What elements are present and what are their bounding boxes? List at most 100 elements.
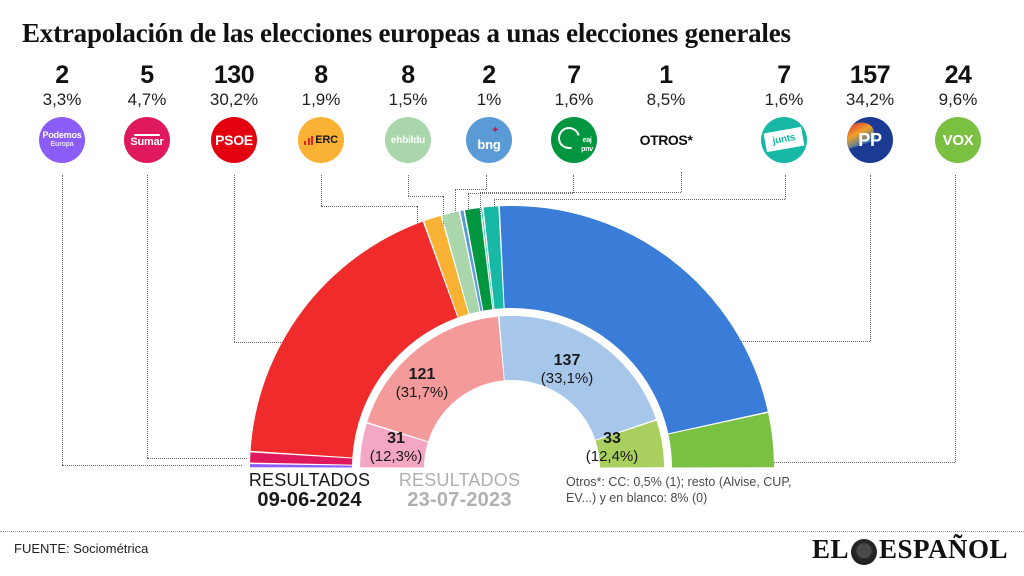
sumar-logo-bar <box>134 133 160 136</box>
party-column-psoe: 130 30,2% PSOE <box>188 62 280 163</box>
donut-segment <box>668 412 774 468</box>
party-seats: 24 <box>944 61 972 89</box>
leader-line-bildu-v2 <box>443 196 444 226</box>
inner-label-percent: (12,4%) <box>585 448 639 465</box>
inner-label-seats: 33 <box>603 430 621 447</box>
inner-label-left-2023: 31 (12,3%) <box>356 430 436 466</box>
page-title: Extrapolación de las elecciones europeas… <box>22 18 791 48</box>
leader-line-otros-v2 <box>480 192 481 222</box>
inner-label-percent: (31,7%) <box>395 384 449 401</box>
party-percent: 1,6% <box>764 90 804 109</box>
source-label: FUENTE: Sociométrica <box>14 541 149 556</box>
leader-line-eajpnv-h <box>468 193 573 194</box>
erc-logo-icon[interactable]: ERC <box>298 117 344 163</box>
inner-label-seats: 121 <box>408 366 436 383</box>
sumar-logo-label: Sumar <box>130 135 164 148</box>
bng-logo-icon[interactable]: ✦ bng <box>466 117 512 163</box>
party-percent: 1,6% <box>554 90 594 109</box>
party-percent: 8,5% <box>646 90 686 109</box>
bng-logo-label: bng <box>477 136 501 152</box>
footer-divider <box>0 531 1024 532</box>
leader-line-podemos-v <box>62 175 63 465</box>
junts-logo-label: junts <box>771 132 797 147</box>
leader-line-podemos-h <box>62 465 242 466</box>
party-seats: 1 <box>659 61 673 89</box>
inner-label-percent: (12,3%) <box>369 448 423 465</box>
pp-logo-icon[interactable]: PP <box>847 117 893 163</box>
leader-line-junts-v <box>785 175 786 199</box>
party-percent: 30,2% <box>209 90 259 109</box>
donut-segment <box>595 420 664 468</box>
psoe-logo-label: PSOE <box>215 131 253 148</box>
leader-line-sumar-h <box>147 458 247 459</box>
brand-logo: EL ESPAÑOL <box>812 534 1008 565</box>
legend-results-2024: RESULTADOS 09-06-2024 <box>222 470 397 510</box>
erc-logo-label: ERC <box>315 133 338 146</box>
psoe-logo-icon[interactable]: PSOE <box>211 117 257 163</box>
party-column-sumar: 5 4,7% Sumar <box>101 62 193 163</box>
donut-segment <box>481 207 494 310</box>
donut-ring-2024 <box>250 206 774 468</box>
donut-segment <box>460 210 483 312</box>
leader-line-pp-v <box>870 175 871 341</box>
legend-results-2023-date: 23-07-2023 <box>407 489 512 511</box>
podemos-logo-sublabel: Europa <box>50 141 74 148</box>
party-percent: 1,5% <box>388 90 428 109</box>
erc-logo-bars-icon <box>304 135 314 145</box>
leader-line-erc-v <box>321 175 322 206</box>
inner-label-pp-2023: 137 (33,1%) <box>522 352 612 388</box>
donut-segment <box>424 215 469 318</box>
eajpnv-logo-label: eaj <box>582 137 592 144</box>
party-column-erc: 8 1,9% ERC <box>275 62 367 163</box>
party-seats: 5 <box>140 61 154 89</box>
vox-logo-icon[interactable]: VOX <box>935 117 981 163</box>
eajpnv-logo-icon[interactable]: eaj pnv <box>551 117 597 163</box>
leader-line-bildu-v <box>408 175 409 196</box>
inner-label-seats: 31 <box>387 430 405 447</box>
junts-logo-icon[interactable]: junts <box>761 117 807 163</box>
leader-line-psoe-h <box>234 342 319 343</box>
leader-line-sumar-v <box>147 175 148 458</box>
party-seats: 157 <box>849 61 891 89</box>
leader-line-pp-h <box>662 341 870 342</box>
donut-segment <box>250 464 353 468</box>
podemos-logo-label: Podemos <box>42 130 82 140</box>
leader-line-bng-v <box>486 175 487 189</box>
otros-logo-label: OTROS* <box>639 131 693 148</box>
party-percent: 4,7% <box>127 90 167 109</box>
party-column-bildu: 8 1,5% ehbildu <box>362 62 454 163</box>
ehbildu-logo-label: ehbildu <box>390 134 426 146</box>
party-column-otros: 1 8,5% OTROS* <box>620 62 712 163</box>
pp-logo-label: PP <box>858 129 882 150</box>
party-seats: 130 <box>213 61 255 89</box>
donut-segment <box>250 452 353 465</box>
sumar-logo-icon[interactable]: Sumar <box>124 117 170 163</box>
legend-results-2024-date: 09-06-2024 <box>257 489 362 511</box>
donut-ring-2023 <box>360 316 664 468</box>
eajpnv-logo-sublabel: pnv <box>581 146 593 153</box>
lion-icon <box>850 538 877 565</box>
party-percent: 1,9% <box>301 90 341 109</box>
leader-line-junts-h <box>494 199 785 200</box>
party-column-pp: 157 34,2% PP <box>824 62 916 163</box>
leader-line-bildu-h <box>408 196 443 197</box>
podemos-logo-icon[interactable]: Podemos Europa <box>39 117 85 163</box>
legend-results-2023: RESULTADOS 23-07-2023 <box>372 470 547 510</box>
leader-line-eajpnv-v <box>573 175 574 193</box>
party-seats: 2 <box>55 61 69 89</box>
party-seats: 7 <box>567 61 581 89</box>
party-column-eajpnv: 7 1,6% eaj pnv <box>528 62 620 163</box>
ehbildu-logo-icon[interactable]: ehbildu <box>385 117 431 163</box>
leader-line-vox-v <box>955 175 956 462</box>
otros-logo-icon[interactable]: OTROS* <box>620 117 712 163</box>
vox-logo-label: VOX <box>942 131 974 149</box>
party-percent: 1% <box>476 90 502 109</box>
party-seats: 8 <box>401 61 415 89</box>
party-column-podemos: 2 3,3% Podemos Europa <box>16 62 108 163</box>
legend-results-2024-label: RESULTADOS <box>248 470 371 490</box>
leader-line-bng-v2 <box>455 189 456 223</box>
party-seats: 8 <box>314 61 328 89</box>
eajpnv-mark-icon <box>553 122 585 154</box>
leader-line-otros-h <box>480 192 681 193</box>
leader-line-erc-h <box>321 206 417 207</box>
